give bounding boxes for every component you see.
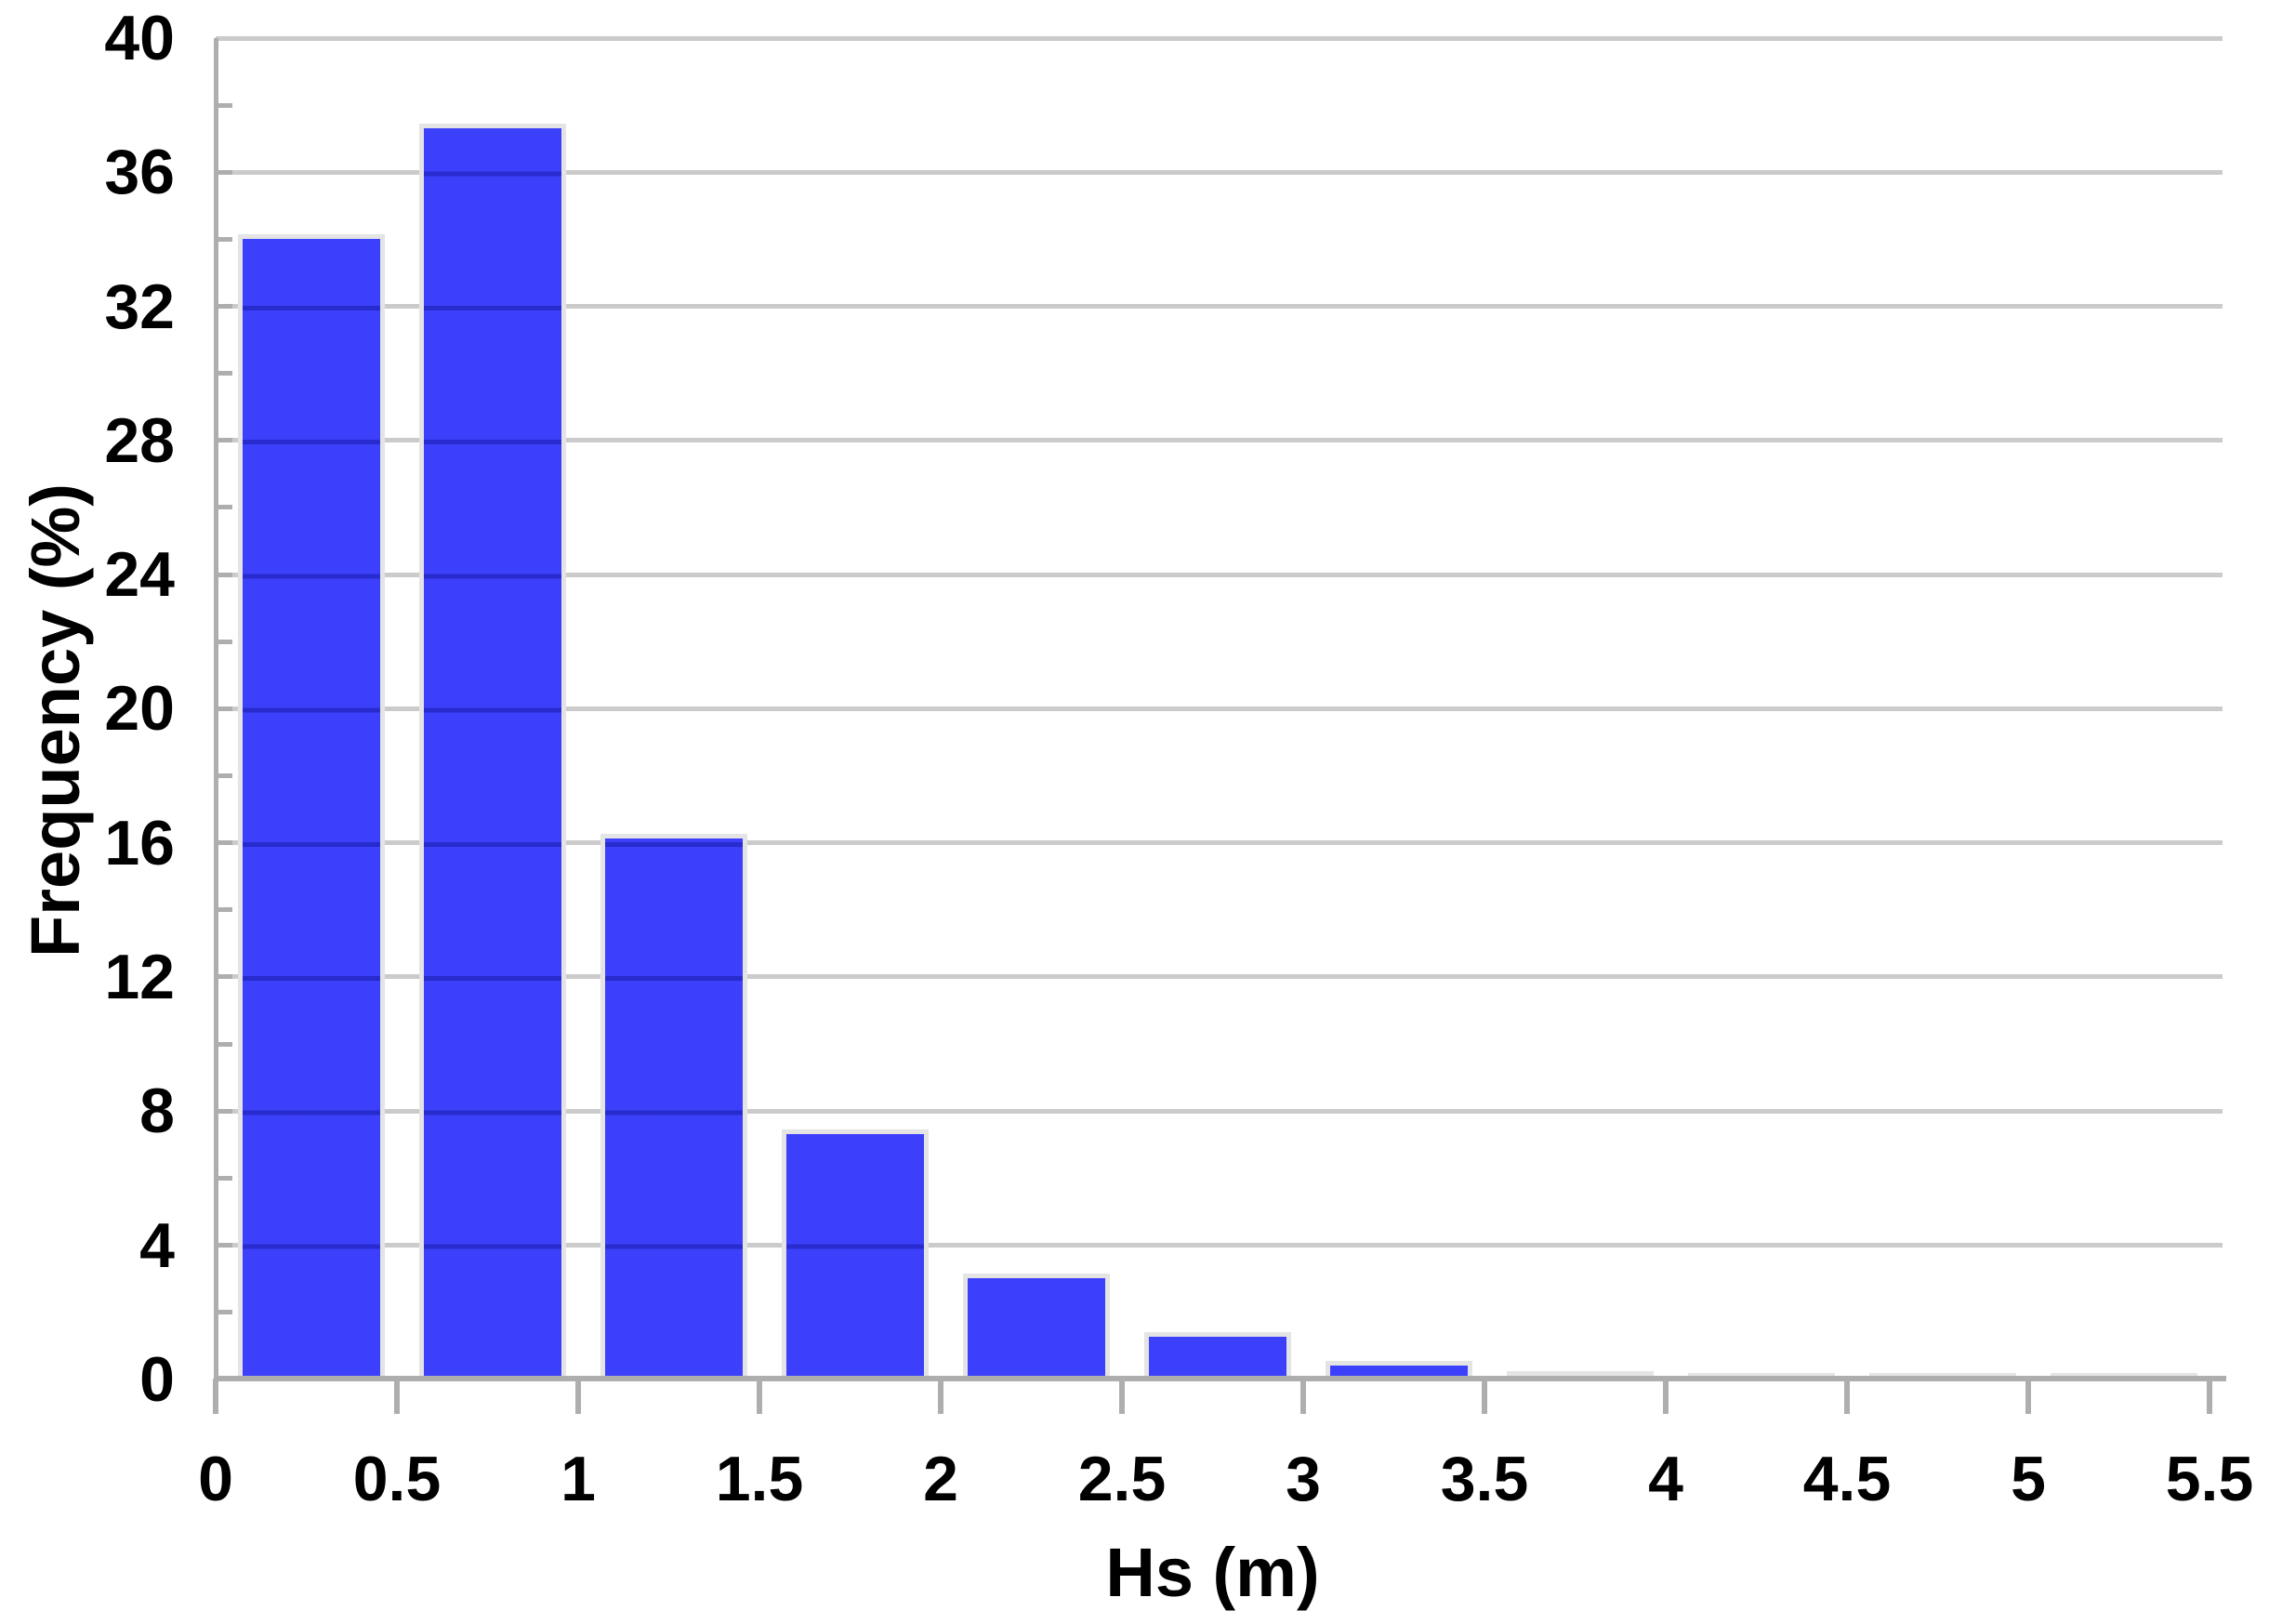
x-tick-3: [1300, 1379, 1306, 1414]
x-tick-0.5: [394, 1379, 400, 1414]
x-tick-label-2: 2: [923, 1444, 958, 1514]
x-axis-line: [214, 1376, 2226, 1381]
gridline-y-20: [216, 706, 2223, 711]
y-tick-24: [217, 572, 232, 577]
x-tick-label-0: 0: [198, 1444, 233, 1514]
y-tick-22: [217, 639, 232, 644]
bar-1-1.5: [600, 834, 747, 1379]
x-tick-label-4.5: 4.5: [1802, 1444, 1892, 1514]
y-tick-12: [217, 974, 232, 980]
plot-area: [213, 35, 2226, 1414]
y-axis-line: [214, 38, 218, 1380]
x-axis-title: Hs (m): [1105, 1534, 1320, 1611]
gridline-y-36: [216, 169, 2223, 175]
y-tick-label-4: 4: [139, 1209, 175, 1281]
y-tick-8: [217, 1108, 232, 1114]
x-tick-label-1: 1: [561, 1444, 596, 1514]
x-tick-5: [2025, 1379, 2031, 1414]
x-tick-label-0.5: 0.5: [352, 1444, 442, 1514]
gridline-y-28: [216, 438, 2223, 443]
x-tick-label-5.5: 5.5: [2165, 1444, 2254, 1514]
y-tick-label-16: 16: [104, 807, 175, 878]
bar-2-2.5: [963, 1273, 1110, 1379]
y-tick-6: [217, 1175, 232, 1181]
y-tick-38: [217, 102, 232, 108]
x-tick-label-3.5: 3.5: [1440, 1444, 1529, 1514]
y-tick-2: [217, 1310, 232, 1315]
y-tick-26: [217, 505, 232, 510]
y-tick-14: [217, 907, 232, 913]
y-tick-18: [217, 773, 232, 779]
gridline-y-40: [216, 35, 2223, 41]
gridline-y-8: [216, 1108, 2223, 1114]
y-tick-label-24: 24: [104, 539, 175, 611]
x-tick-1: [575, 1379, 581, 1414]
y-tick-32: [217, 304, 232, 310]
bar-0.5-1: [419, 123, 566, 1379]
gridline-y-12: [216, 974, 2223, 980]
x-tick-label-4: 4: [1648, 1444, 1683, 1514]
y-tick-28: [217, 438, 232, 443]
x-tick-4.5: [1844, 1379, 1850, 1414]
gridline-y-4: [216, 1243, 2223, 1248]
y-tick-label-8: 8: [139, 1076, 175, 1147]
y-tick-label-32: 32: [104, 271, 175, 342]
gridline-y-32: [216, 304, 2223, 310]
bar-3-3.5: [1326, 1360, 1472, 1379]
bar-3.5-4: [1507, 1371, 1654, 1379]
y-tick-label-28: 28: [104, 404, 175, 476]
y-tick-36: [217, 169, 232, 175]
x-tick-label-2.5: 2.5: [1077, 1444, 1167, 1514]
bar-1.5-2: [782, 1129, 929, 1379]
x-tick-1.5: [757, 1379, 762, 1414]
x-tick-label-3: 3: [1286, 1444, 1321, 1514]
gridline-y-16: [216, 840, 2223, 846]
y-tick-label-36: 36: [104, 137, 175, 208]
x-tick-label-5: 5: [2011, 1444, 2046, 1514]
x-tick-4: [1663, 1379, 1669, 1414]
gridline-y-24: [216, 572, 2223, 577]
x-tick-3.5: [1482, 1379, 1487, 1414]
y-tick-label-40: 40: [104, 3, 175, 73]
x-tick-0: [213, 1379, 218, 1414]
bar-0-0.5: [238, 233, 385, 1379]
y-tick-label-12: 12: [104, 941, 175, 1012]
x-tick-label-1.5: 1.5: [715, 1444, 804, 1514]
y-tick-30: [217, 371, 232, 376]
x-tick-2: [938, 1379, 943, 1414]
y-tick-4: [217, 1243, 232, 1248]
x-tick-2.5: [1119, 1379, 1125, 1414]
x-tick-5.5: [2207, 1379, 2212, 1414]
y-tick-34: [217, 236, 232, 242]
y-tick-10: [217, 1041, 232, 1047]
bar-2.5-3: [1144, 1331, 1291, 1379]
y-tick-20: [217, 706, 232, 711]
y-tick-label-20: 20: [104, 673, 175, 745]
y-tick-label-0: 0: [139, 1343, 175, 1415]
y-tick-16: [217, 840, 232, 846]
